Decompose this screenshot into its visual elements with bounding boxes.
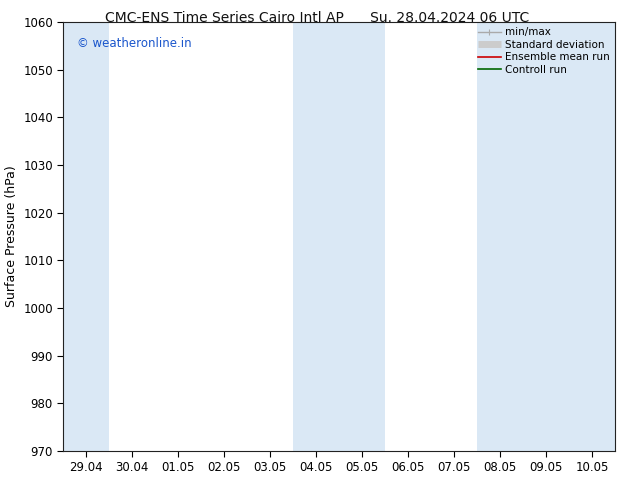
Bar	[63, 22, 110, 451]
Legend: min/max, Standard deviation, Ensemble mean run, Controll run: min/max, Standard deviation, Ensemble me…	[476, 25, 612, 77]
Y-axis label: Surface Pressure (hPa): Surface Pressure (hPa)	[4, 166, 18, 307]
Text: CMC-ENS Time Series Cairo Intl AP      Su. 28.04.2024 06 UTC: CMC-ENS Time Series Cairo Intl AP Su. 28…	[105, 11, 529, 25]
Bar	[477, 22, 615, 451]
Bar	[293, 22, 385, 451]
Text: © weatheronline.in: © weatheronline.in	[77, 37, 192, 50]
